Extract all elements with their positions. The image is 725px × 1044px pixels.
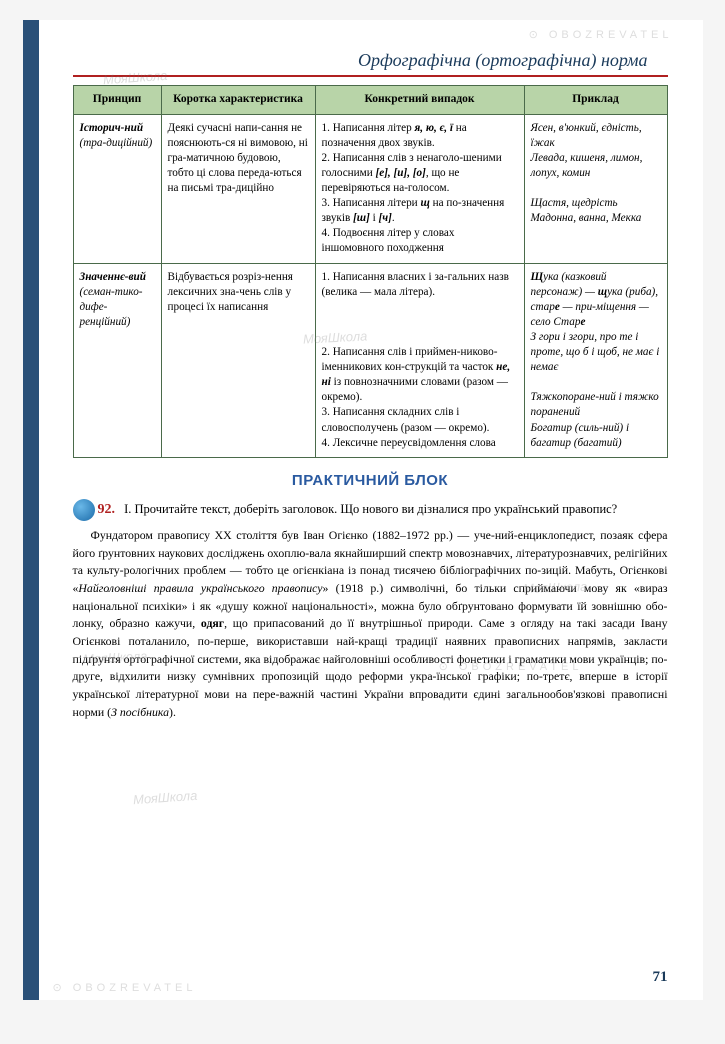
cell-characteristic: Відбувається розріз-нення лексичних зна-… bbox=[161, 263, 315, 457]
table-body: Історич-ний (тра-диційний) Деякі сучасні… bbox=[73, 114, 667, 457]
textbook-page: Орфографічна (ортографічна) норма Принци… bbox=[23, 20, 703, 1000]
exercise-marker-icon bbox=[73, 499, 95, 521]
exercise-block: 92. I. Прочитайте текст, доберіть заголо… bbox=[73, 499, 668, 722]
table-row: Значеннє-вий (семан-тико-дифе-ренційний)… bbox=[73, 263, 667, 457]
col-characteristic: Коротка характеристика bbox=[161, 86, 315, 115]
title-rule bbox=[73, 75, 668, 77]
exercise-number: 92. bbox=[98, 502, 116, 517]
cell-characteristic: Деякі сучасні напи-сання не пояснюють-ся… bbox=[161, 114, 315, 263]
cell-case: 1. Написання літер я, ю, є, ї на позначе… bbox=[315, 114, 524, 263]
side-accent-bar bbox=[23, 20, 39, 1000]
cell-case: 1. Написання власних і за-гальних назв (… bbox=[315, 263, 524, 457]
watermark: МояШкола bbox=[132, 788, 197, 807]
col-example: Приклад bbox=[524, 86, 667, 115]
col-case: Конкретний випадок bbox=[315, 86, 524, 115]
cell-example: Ясен, в'юнкий, єдність, їжакЛевада, кише… bbox=[524, 114, 667, 263]
cell-principle: Історич-ний (тра-диційний) bbox=[73, 114, 161, 263]
exercise-part: I. bbox=[124, 502, 131, 516]
watermark-obo: ⊙ OBOZREVATEL bbox=[529, 28, 673, 41]
col-principle: Принцип bbox=[73, 86, 161, 115]
section-title: ПРАКТИЧНИЙ БЛОК bbox=[73, 472, 668, 489]
exercise-body: Фундатором правопису XX століття був Іва… bbox=[73, 527, 668, 722]
cell-example: Щука (казковий персонаж) — щука (риба), … bbox=[524, 263, 667, 457]
chapter-title: Орфографічна (ортографічна) норма bbox=[73, 50, 668, 71]
table-row: Історич-ний (тра-диційний) Деякі сучасні… bbox=[73, 114, 667, 263]
exercise-number-wrap: 92. bbox=[73, 499, 116, 521]
cell-principle: Значеннє-вий (семан-тико-дифе-ренційний) bbox=[73, 263, 161, 457]
table-header: Принцип Коротка характеристика Конкретни… bbox=[73, 86, 667, 115]
watermark-obo: ⊙ OBOZREVATEL bbox=[53, 981, 197, 994]
page-number: 71 bbox=[653, 969, 668, 986]
exercise-prompt: I. Прочитайте текст, доберіть заголовок.… bbox=[124, 502, 617, 516]
exercise-prompt-text: Прочитайте текст, доберіть заголовок. Що… bbox=[135, 502, 618, 516]
principles-table: Принцип Коротка характеристика Конкретни… bbox=[73, 85, 668, 458]
